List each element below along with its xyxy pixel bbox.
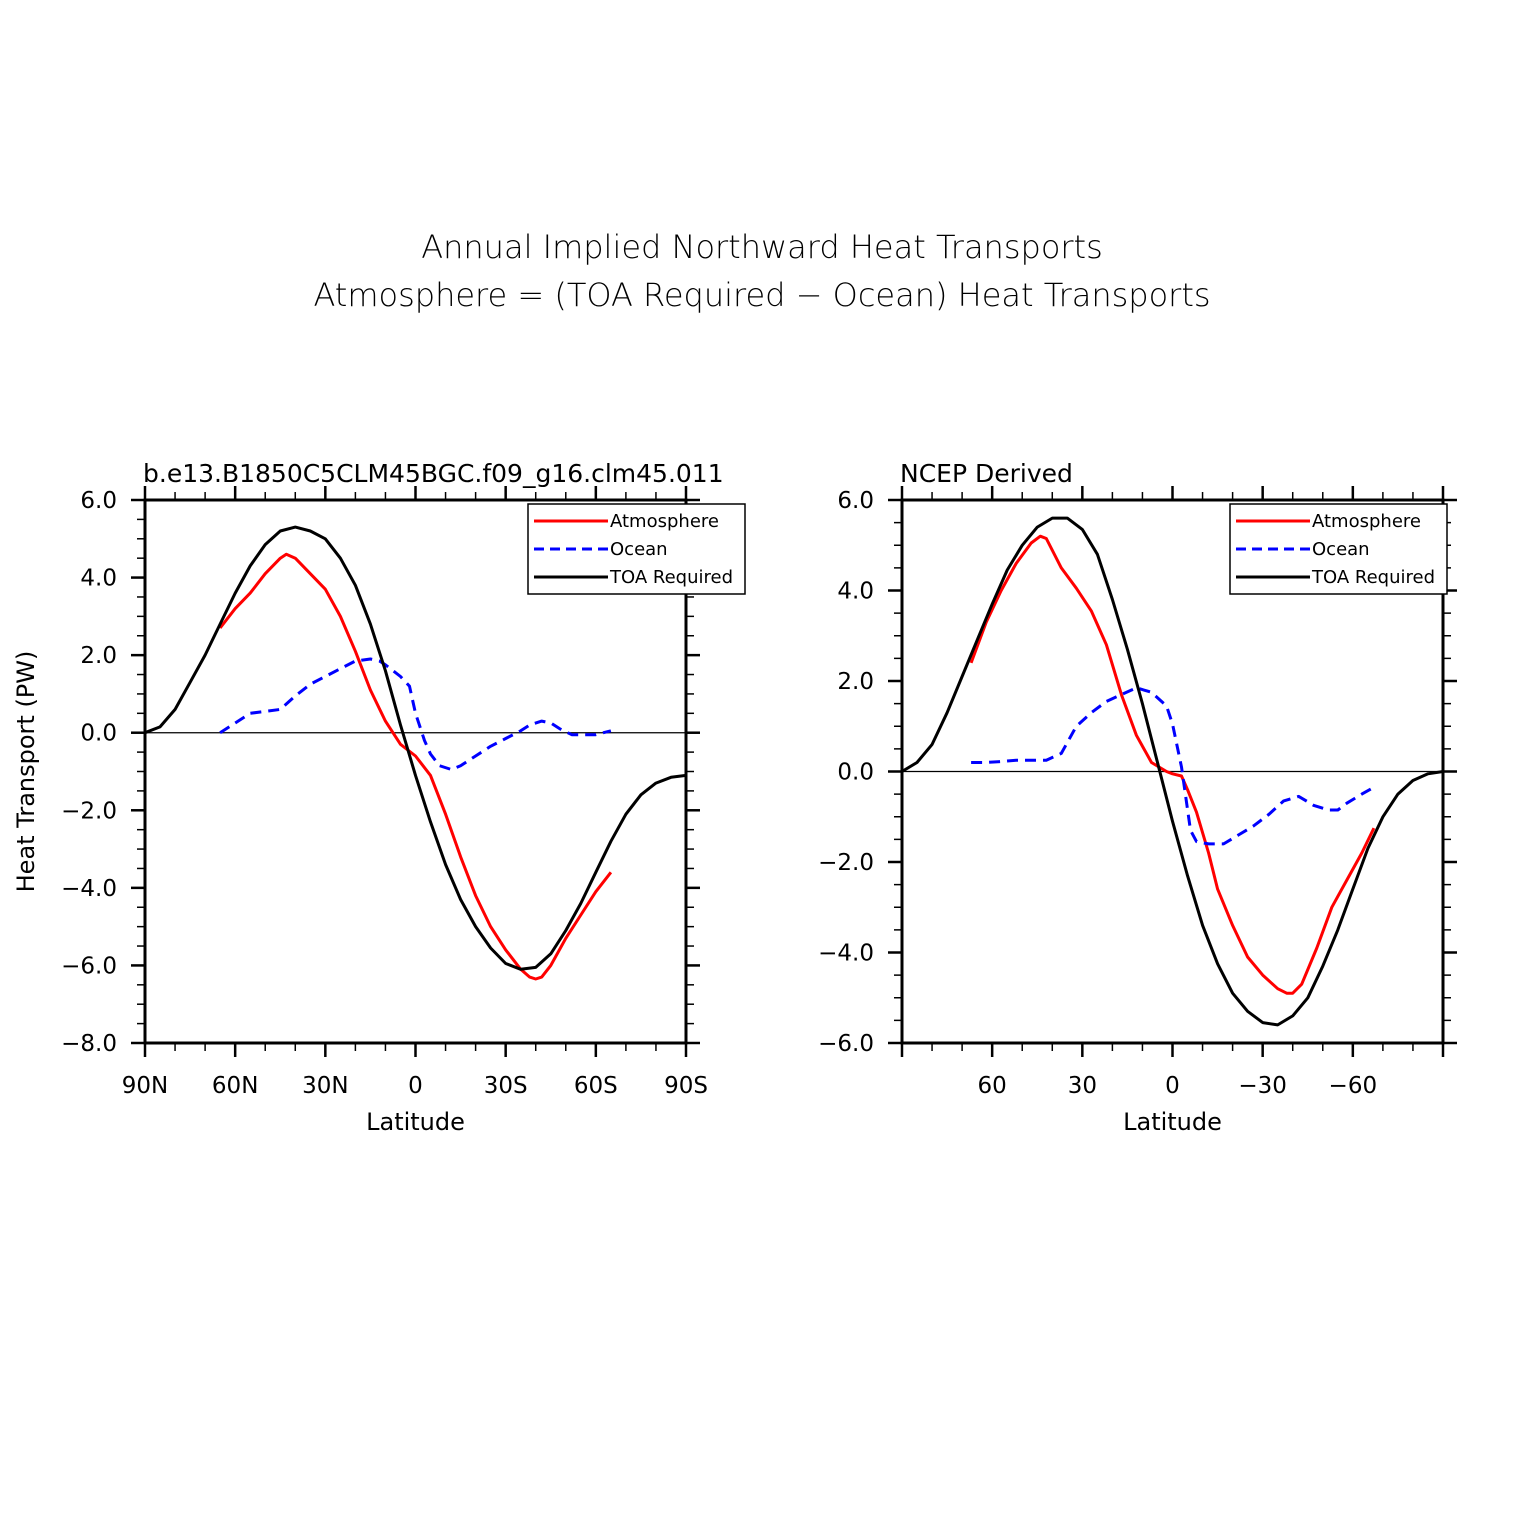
x-axis-label: Latitude [1123,1108,1222,1136]
series-toa-required [144,525,687,971]
legend-box [1229,503,1448,595]
y-tick-label: −6.0 [818,1031,874,1057]
legend-label: Atmosphere [610,511,719,532]
y-tick-label: −6.0 [61,953,117,979]
legend-label: Ocean [610,539,668,560]
x-tick-label: 90N [122,1073,168,1099]
x-tick-label: −60 [1329,1073,1378,1099]
series-ocean [971,686,1375,846]
legend-label: Ocean [1312,539,1370,560]
figure-title-line2: Atmosphere = (TOA Required − Ocean) Heat… [313,276,1210,314]
y-tick-label: −4.0 [818,941,874,967]
legend: Atmosphere Ocean TOA Required [1229,503,1448,595]
series-toa-required [901,516,1444,1027]
series-atmosphere [218,552,613,981]
plot-subtitle: b.e13.B1850C5CLM45BGC.f09_g16.clm45.011 [143,459,724,488]
legend: Atmosphere Ocean TOA Required [527,503,746,595]
series-ocean [219,657,612,772]
plot-panel-2: 6.0 4.0 2.0 0.0 −2.0 −4.0 −6.0 60 30 0 −30 −60 Latit… [818,459,1457,1136]
x-tick-label: 30N [302,1073,348,1099]
x-tick-label: 0 [408,1073,423,1099]
series-atmosphere [969,534,1376,995]
x-tick-label: 0 [1165,1073,1180,1099]
legend-box [527,503,746,595]
y-tick-label: −2.0 [818,850,874,876]
figure-title-line1: Annual Implied Northward Heat Transports [421,228,1103,266]
x-tick-label: 30S [484,1073,528,1099]
y-tick-label: 6.0 [837,488,874,514]
y-tick-label: 2.0 [80,643,117,669]
legend-label: TOA Required [609,567,733,588]
x-tick-label: 60N [212,1073,258,1099]
legend-label: TOA Required [1311,567,1435,588]
y-tick-label: 0.0 [80,721,117,747]
y-tick-label: −2.0 [61,798,117,824]
y-tick-label: 4.0 [837,579,874,605]
y-tick-label: −8.0 [61,1031,117,1057]
x-tick-label: 60S [574,1073,618,1099]
y-axis-label: Heat Transport (PW) [12,651,40,893]
x-tick-label: −30 [1238,1073,1287,1099]
y-tick-label: 0.0 [837,760,874,786]
y-tick-label: 4.0 [80,566,117,592]
y-tick-label: 6.0 [80,488,117,514]
y-tick-label: 2.0 [837,669,874,695]
x-tick-label: 90S [664,1073,708,1099]
legend-label: Atmosphere [1312,511,1421,532]
y-tick-label: −4.0 [61,876,117,902]
x-axis-label: Latitude [366,1108,465,1136]
x-tick-label: 60 [978,1073,1007,1099]
x-tick-label: 30 [1068,1073,1097,1099]
plot-subtitle: NCEP Derived [900,459,1073,488]
